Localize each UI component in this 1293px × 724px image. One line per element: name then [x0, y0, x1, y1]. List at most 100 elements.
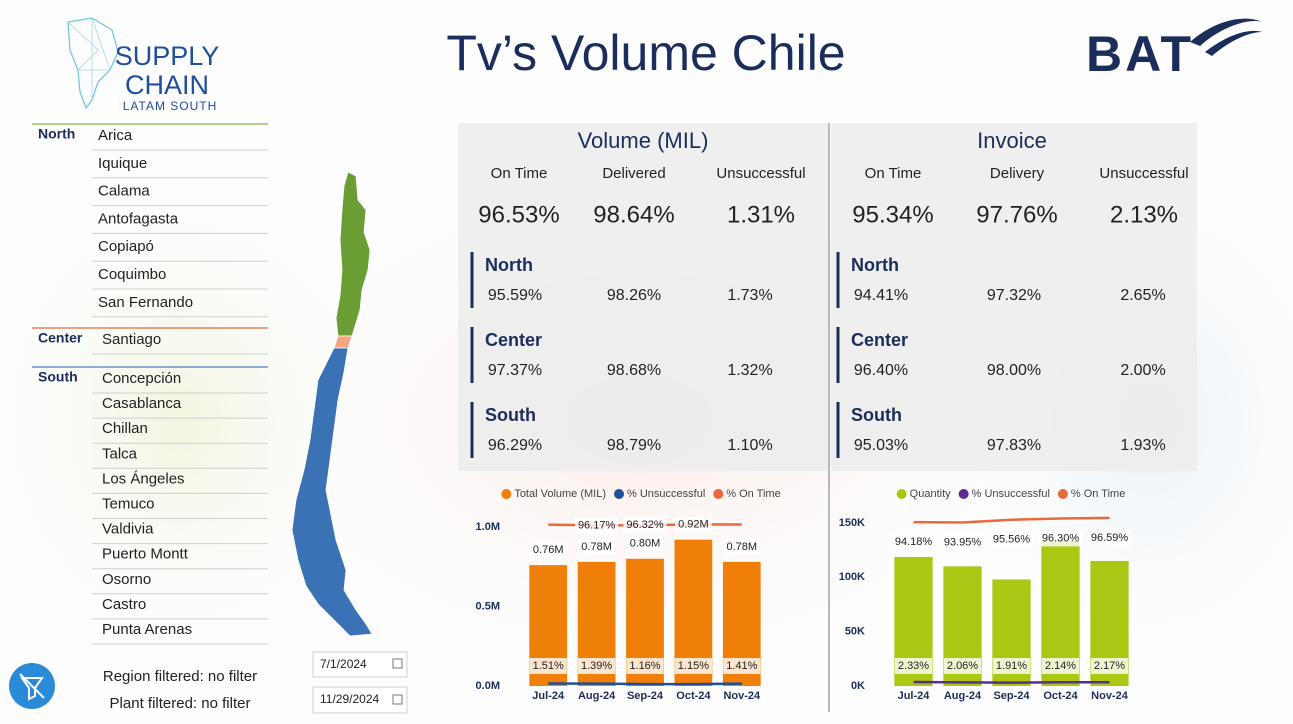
label-box: [1041, 658, 1080, 674]
x-tick-label: Nov-24: [723, 690, 761, 702]
data-label: 95.56%: [993, 534, 1031, 546]
label-box: [529, 542, 567, 559]
label-box: [940, 534, 985, 551]
x-tick-label: Sep-24: [627, 690, 664, 702]
plant-label: Punta Arenas: [102, 621, 192, 638]
logo-text: CHAIN: [125, 70, 209, 100]
data-label: 96.32%: [626, 519, 664, 531]
row-value: 1.93%: [1120, 437, 1165, 454]
label-box: [723, 538, 761, 555]
panel-title: Invoice: [977, 128, 1047, 153]
row-region: South: [485, 405, 536, 425]
data-label: 93.95%: [944, 536, 982, 548]
plant-label: Coquimbo: [98, 266, 166, 283]
legend: Quantity % Unsuccessful % On Time: [896, 488, 1125, 500]
icon-strike[interactable]: [19, 673, 45, 699]
data-label: 0.78M: [581, 541, 612, 553]
x-tick-label: Nov-24: [1091, 690, 1129, 702]
legend-swatch: [896, 489, 907, 499]
x-tick-label: Sep-24: [993, 690, 1030, 702]
row-region: Center: [485, 330, 542, 350]
calendar-icon[interactable]: [392, 694, 403, 705]
chile-map: [291, 171, 373, 637]
data-label: 2.33%: [898, 660, 929, 672]
row-value: 2.65%: [1120, 287, 1165, 304]
filter-icon[interactable]: [9, 663, 55, 709]
plant-filter-text: Plant filtered: no filter: [110, 695, 251, 712]
label-box: [894, 658, 933, 674]
brand-swoosh: [1190, 18, 1262, 46]
row-value: 1.32%: [727, 362, 772, 379]
plant-label: Arica: [98, 127, 133, 144]
logo-subtext: LATAM SOUTH: [123, 99, 218, 113]
plant-label: Copiapó: [98, 238, 154, 255]
row-region: North: [485, 255, 533, 275]
icon-glyph[interactable]: [20, 677, 44, 701]
date-end[interactable]: 11/29/2024: [312, 686, 408, 714]
row-value: 2.00%: [1120, 362, 1165, 379]
kpi-label: Delivery: [990, 165, 1045, 182]
date-start[interactable]: 7/1/2024: [312, 651, 408, 678]
x-tick-label: Oct-24: [1043, 690, 1078, 702]
kpi-total: 1.31%: [727, 201, 795, 228]
x-tick-label: Aug-24: [578, 690, 616, 702]
row-value: 94.41%: [854, 287, 908, 304]
data-label: 2.06%: [947, 660, 978, 672]
kpi-total: 95.34%: [852, 201, 933, 228]
data-label: 1.91%: [996, 660, 1027, 672]
label-box: [574, 517, 619, 534]
date-text[interactable]: 7/1/2024: [320, 657, 367, 671]
y-tick-label: 100K: [839, 571, 865, 583]
y-tick-label: 0.5M: [476, 600, 500, 612]
legend-swatch: [1057, 489, 1068, 499]
kpi-total: 97.76%: [976, 201, 1057, 228]
data-label: 0.78M: [727, 541, 758, 553]
region-label: Center: [38, 330, 83, 346]
plant-label: Castro: [102, 596, 146, 613]
brand-logo: BAT: [1086, 18, 1262, 82]
volume-panel: [458, 123, 828, 471]
kpi-label: Unsuccessful: [1099, 165, 1188, 182]
label-box: [992, 658, 1031, 674]
row-value: 98.68%: [607, 362, 661, 379]
y-tick-label: 50K: [845, 626, 865, 638]
kpi-total: 98.64%: [593, 201, 674, 228]
y-tick-label: 0.0M: [476, 680, 500, 692]
plant-label: Antofagasta: [98, 210, 179, 227]
panel-title: Volume (MIL): [578, 128, 709, 153]
x-tick-label: Oct-24: [676, 690, 711, 702]
data-label: 96.17%: [578, 519, 616, 531]
plant-label: Chillan: [102, 420, 148, 437]
kpi-label: Unsuccessful: [716, 165, 805, 182]
y-tick-label: 0K: [851, 680, 865, 692]
date-box[interactable]: [312, 651, 408, 678]
row-value: 1.10%: [727, 437, 772, 454]
kpi-total: 2.13%: [1110, 201, 1178, 228]
data-label: 96.30%: [1042, 532, 1080, 544]
line: [913, 516, 1110, 524]
date-text[interactable]: 11/29/2024: [320, 692, 379, 706]
row-value: 98.79%: [607, 437, 661, 454]
kpi-total: 96.53%: [478, 201, 559, 228]
row-value: 97.32%: [987, 287, 1041, 304]
x-tick-label: Aug-24: [944, 690, 982, 702]
row-value: 95.03%: [854, 437, 908, 454]
data-label: 94.18%: [895, 536, 933, 548]
legend-swatch: [958, 489, 969, 499]
date-box[interactable]: [312, 686, 408, 714]
data-label: 0.80M: [630, 538, 661, 550]
invoice-panel: [831, 123, 1197, 471]
data-label: 96.59%: [1091, 532, 1129, 544]
plant-label: Calama: [98, 183, 150, 200]
brand-swoosh: [1205, 30, 1262, 56]
y-tick-label: 150K: [839, 517, 865, 529]
row-region: Center: [851, 330, 908, 350]
plant-label: Puerto Montt: [102, 546, 189, 563]
label-box: [674, 658, 713, 674]
row-value: 96.29%: [488, 437, 542, 454]
calendar-icon[interactable]: [392, 658, 403, 669]
plant-label: Temuco: [102, 495, 155, 512]
region-label: North: [38, 126, 75, 142]
x-tick-label: Jul-24: [532, 690, 565, 702]
label-box: [1090, 658, 1129, 674]
